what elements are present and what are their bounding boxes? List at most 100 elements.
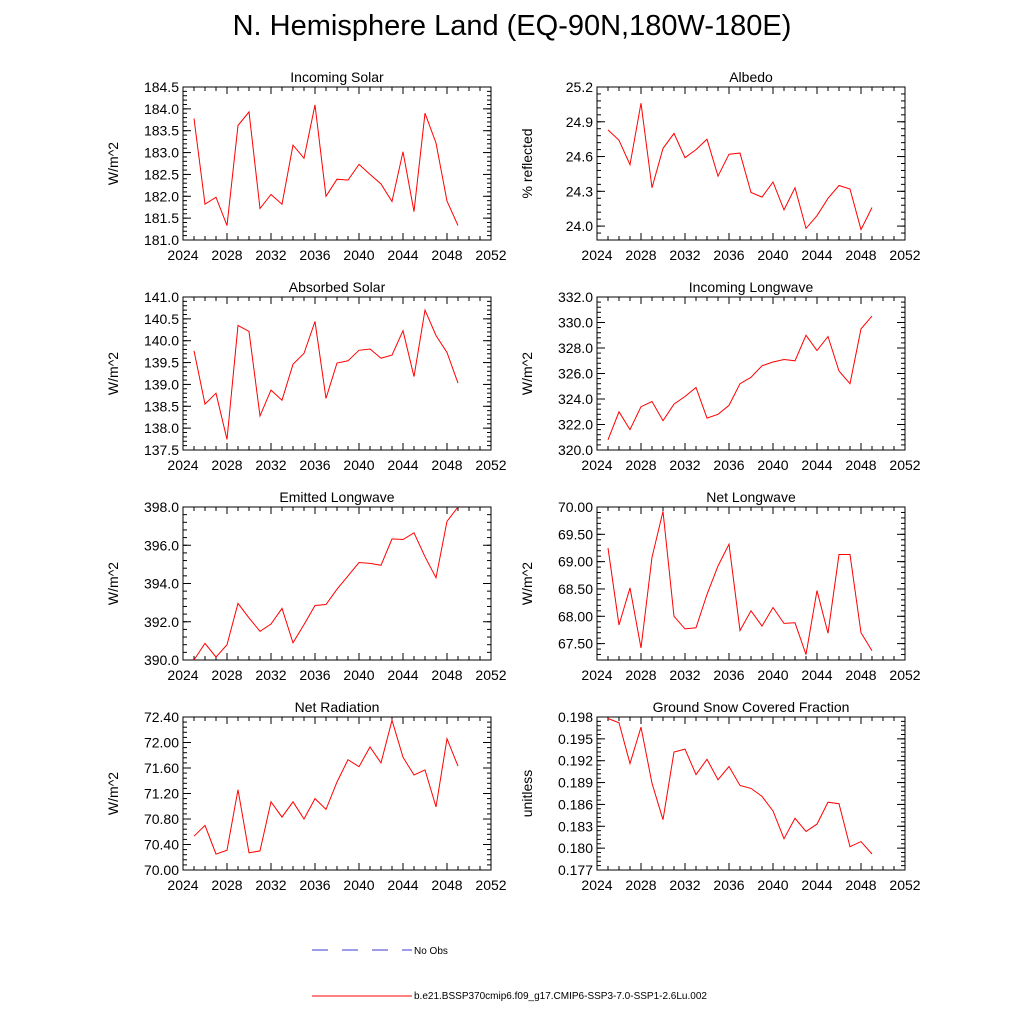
x-tick-label: 2044 — [801, 877, 832, 893]
y-tick-label: 70.40 — [144, 837, 179, 853]
y-tick-label: 320.0 — [558, 442, 593, 458]
x-tick-label: 2028 — [211, 667, 242, 683]
x-tick-label: 2036 — [299, 457, 330, 473]
series-line — [607, 511, 873, 655]
y-tick-label: 24.9 — [566, 114, 593, 130]
x-tick-label: 2040 — [757, 877, 788, 893]
x-tick-label: 2052 — [475, 457, 506, 473]
x-tick-label: 2048 — [845, 247, 876, 263]
x-tick-label: 2044 — [801, 247, 832, 263]
x-tick-label: 2032 — [669, 457, 700, 473]
legend: No Obs b.e21.BSSP370cmip6.f09_g17.CMIP6-S… — [312, 946, 707, 1002]
y-tick-label: 0.192 — [558, 753, 593, 769]
plot-frame — [596, 296, 906, 451]
y-axis-label: W/m^2 — [105, 562, 121, 605]
chart-title: Incoming Longwave — [689, 279, 814, 295]
x-tick-label: 2024 — [581, 457, 612, 473]
x-tick-label: 2036 — [299, 667, 330, 683]
legend-label-model: b.e21.BSSP370cmip6.f09_g17.CMIP6-SSP3-7.… — [414, 991, 707, 1002]
x-tick-label: 2032 — [255, 667, 286, 683]
x-tick-label: 2040 — [343, 457, 374, 473]
x-tick-label: 2048 — [431, 667, 462, 683]
y-tick-label: 183.5 — [144, 123, 179, 139]
legend-label-no-obs: No Obs — [414, 946, 448, 957]
series-line — [607, 103, 873, 232]
y-tick-label: 140.5 — [144, 311, 179, 327]
x-tick-label: 2028 — [211, 247, 242, 263]
x-tick-label: 2044 — [801, 667, 832, 683]
y-tick-label: 72.40 — [144, 709, 179, 725]
x-tick-label: 2032 — [669, 667, 700, 683]
y-tick-label: 70.00 — [558, 499, 593, 515]
y-tick-label: 71.60 — [144, 760, 179, 776]
y-tick-label: 184.0 — [144, 101, 179, 117]
y-tick-label: 24.6 — [566, 149, 593, 165]
series-line — [193, 308, 459, 440]
y-tick-label: 24.0 — [566, 218, 593, 234]
chart-panel-5: Emitted Longwave W/m^2 2024 2028 2032 2036 204… — [105, 489, 507, 683]
chart-title: Albedo — [729, 69, 773, 85]
x-tick-label: 2052 — [889, 457, 920, 473]
y-tick-label: 183.0 — [144, 145, 179, 161]
x-tick-label: 2024 — [167, 457, 198, 473]
y-tick-label: 138.5 — [144, 398, 179, 414]
x-tick-label: 2024 — [167, 667, 198, 683]
x-tick-label: 2040 — [757, 457, 788, 473]
y-tick-label: 25.2 — [566, 79, 593, 95]
y-tick-label: 182.0 — [144, 188, 179, 204]
y-tick-label: 392.0 — [144, 614, 179, 630]
y-tick-label: 70.80 — [144, 811, 179, 827]
x-tick-label: 2040 — [343, 667, 374, 683]
x-tick-label: 2028 — [625, 877, 656, 893]
x-tick-label: 2040 — [757, 247, 788, 263]
x-tick-label: 2036 — [713, 877, 744, 893]
series-line — [607, 718, 873, 855]
chart-panel-3: Absorbed Solar W/m^2 2024 2028 2032 2036 2040 2… — [105, 279, 507, 473]
x-tick-label: 2024 — [167, 247, 198, 263]
x-tick-label: 2048 — [431, 457, 462, 473]
x-tick-label: 2024 — [581, 667, 612, 683]
x-tick-label: 2048 — [845, 877, 876, 893]
series-line — [607, 315, 873, 440]
plot-frame — [182, 296, 492, 451]
x-tick-label: 2052 — [475, 247, 506, 263]
x-tick-label: 2044 — [387, 877, 418, 893]
y-tick-label: 182.5 — [144, 166, 179, 182]
x-tick-label: 2044 — [387, 247, 418, 263]
y-tick-label: 0.183 — [558, 818, 593, 834]
y-tick-label: 398.0 — [144, 499, 179, 515]
plot-frame — [596, 86, 906, 241]
series-line — [193, 718, 459, 855]
y-tick-label: 322.0 — [558, 417, 593, 433]
x-tick-label: 2040 — [757, 667, 788, 683]
y-axis-label: W/m^2 — [519, 562, 535, 605]
chart-title: Emitted Longwave — [279, 489, 394, 505]
y-tick-label: 72.00 — [144, 735, 179, 751]
y-tick-label: 332.0 — [558, 289, 593, 305]
y-tick-label: 328.0 — [558, 340, 593, 356]
y-tick-label: 0.177 — [558, 862, 593, 878]
x-tick-label: 2028 — [625, 457, 656, 473]
y-tick-label: 396.0 — [144, 537, 179, 553]
x-tick-label: 2036 — [713, 247, 744, 263]
y-tick-label: 0.195 — [558, 731, 593, 747]
x-tick-label: 2040 — [343, 877, 374, 893]
x-tick-label: 2028 — [625, 247, 656, 263]
y-tick-label: 139.0 — [144, 376, 179, 392]
chart-panel-4: Incoming Longwave W/m^2 2024 2028 2032 2036 20… — [519, 279, 921, 473]
x-tick-label: 2024 — [167, 877, 198, 893]
chart-panel-7: Net Radiation W/m^2 2024 2028 2032 2036 2040 20… — [105, 699, 507, 893]
x-tick-label: 2036 — [713, 667, 744, 683]
x-tick-label: 2052 — [889, 667, 920, 683]
y-axis-label: unitless — [519, 770, 535, 817]
y-tick-label: 0.186 — [558, 796, 593, 812]
plot-frame — [182, 86, 492, 241]
chart-title: Net Longwave — [706, 489, 796, 505]
y-tick-label: 394.0 — [144, 576, 179, 592]
y-tick-label: 71.20 — [144, 786, 179, 802]
x-tick-label: 2028 — [211, 457, 242, 473]
y-tick-label: 70.00 — [144, 862, 179, 878]
y-tick-label: 0.198 — [558, 709, 593, 725]
plot-frame — [182, 716, 492, 871]
x-tick-label: 2036 — [299, 877, 330, 893]
